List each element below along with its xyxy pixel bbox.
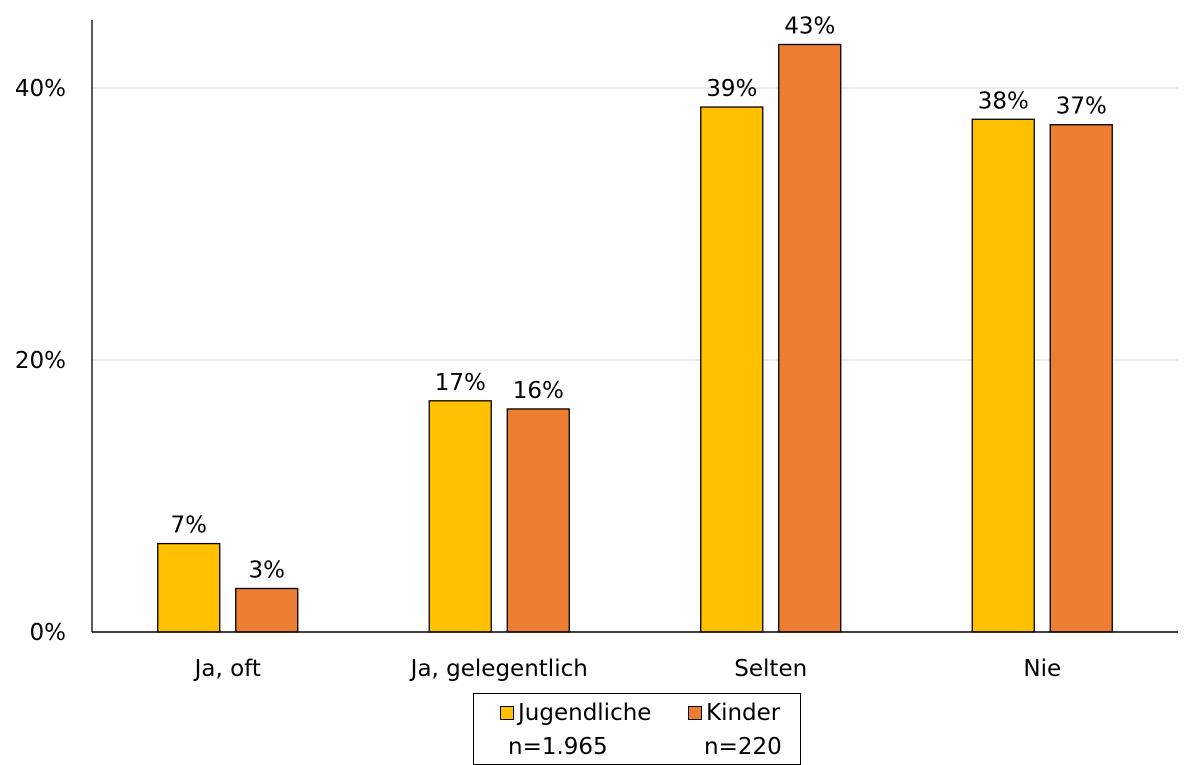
data-label: 43% — [784, 13, 835, 39]
bar — [428, 400, 492, 633]
legend-swatch-jugendliche — [500, 706, 514, 720]
bar — [235, 587, 299, 633]
legend-label-kinder: Kinder — [706, 700, 781, 726]
x-category-label: Nie — [1023, 656, 1061, 682]
bar — [506, 408, 570, 633]
data-label: 17% — [435, 370, 486, 396]
bar — [778, 43, 842, 633]
legend-swatch-kinder — [688, 706, 702, 720]
data-label: 38% — [978, 88, 1029, 114]
y-tick-label: 40% — [15, 76, 66, 102]
legend-n-jugendliche: n=1.965 — [508, 734, 608, 760]
x-category-label: Ja, gelegentlich — [409, 656, 588, 682]
data-label: 16% — [513, 378, 564, 404]
bar — [157, 542, 221, 633]
bar — [700, 106, 764, 633]
y-tick-label: 20% — [15, 348, 66, 374]
bar — [1049, 124, 1113, 633]
legend-label-jugendliche: Jugendliche — [518, 700, 652, 726]
legend-n-kinder: n=220 — [704, 734, 782, 760]
data-label: 7% — [171, 513, 208, 539]
data-label: 3% — [249, 557, 286, 583]
bar — [971, 118, 1035, 633]
x-category-label: Selten — [734, 656, 807, 682]
data-label: 37% — [1056, 94, 1107, 120]
x-category-label: Ja, oft — [193, 656, 261, 682]
data-label: 39% — [706, 76, 757, 102]
legend: Jugendliche n=1.965 Kinder n=220 — [473, 693, 801, 765]
y-tick-label: 0% — [30, 620, 67, 646]
